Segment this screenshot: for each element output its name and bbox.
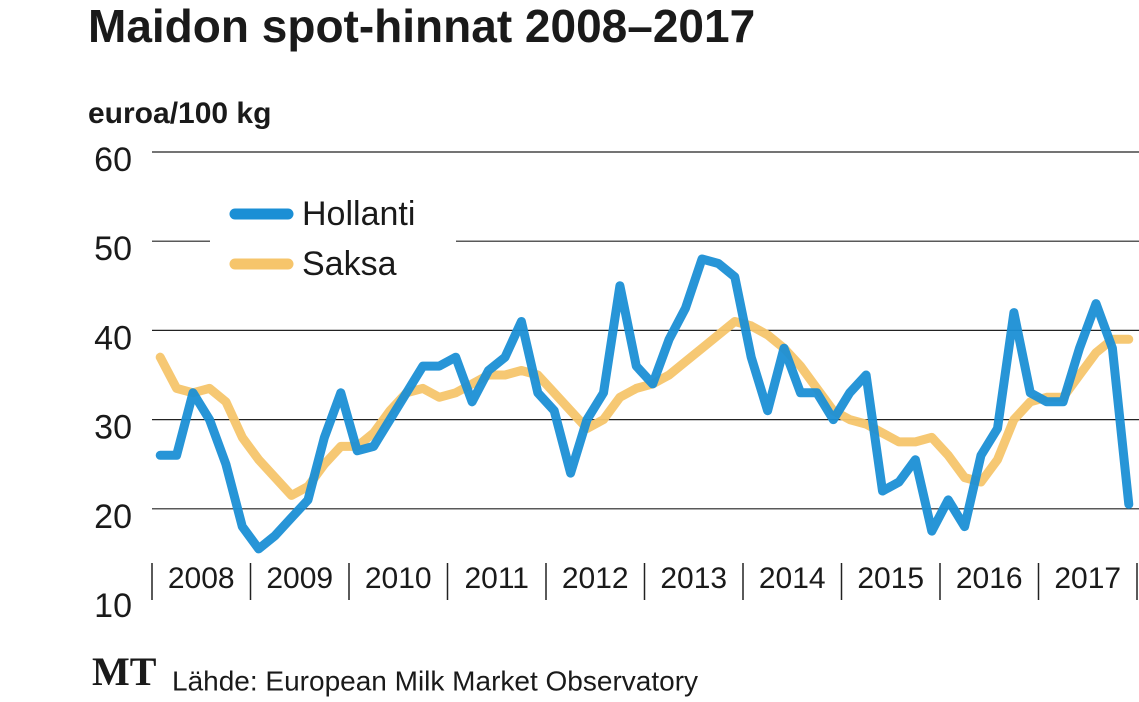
x-tick-label: 2014: [759, 562, 826, 595]
legend-box: [210, 190, 456, 290]
y-tick-label: 50: [94, 230, 132, 268]
x-tick-label: 2008: [168, 562, 235, 595]
x-tick-label: 2012: [562, 562, 629, 595]
x-tick-label: 2011: [464, 562, 529, 595]
x-tick-label: 2016: [956, 562, 1023, 595]
x-tick-label: 2009: [266, 562, 333, 595]
chart-title: Maidon spot-hinnat 2008–2017: [88, 0, 755, 52]
x-tick-label: 2010: [365, 562, 432, 595]
legend-label: Hollanti: [302, 195, 415, 233]
x-tick-label: 2015: [857, 562, 924, 595]
logo: MT: [92, 649, 157, 694]
y-tick-label: 20: [94, 498, 132, 536]
legend-label: Saksa: [302, 245, 397, 283]
y-tick-label: 60: [94, 141, 132, 179]
line-series: [155, 317, 1134, 500]
line-series: [155, 254, 1134, 554]
y-tick-label: 10: [94, 587, 132, 625]
y-tick-label: 30: [94, 409, 132, 447]
x-tick-label: 2013: [660, 562, 727, 595]
y-axis-label: euroa/100 kg: [88, 97, 271, 130]
source: Lähde: European Milk Market Observatory: [172, 665, 698, 696]
x-tick-label: 2017: [1054, 562, 1121, 595]
y-tick-label: 40: [94, 319, 132, 357]
